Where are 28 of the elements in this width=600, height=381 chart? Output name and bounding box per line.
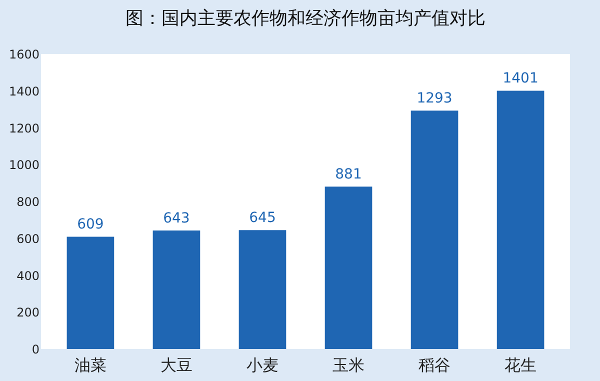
- y-tick-label: 600: [16, 232, 40, 246]
- bar: [496, 90, 544, 349]
- data-label: 1401: [502, 70, 538, 87]
- data-label: 1293: [416, 90, 452, 107]
- y-tick-label: 1400: [8, 84, 40, 98]
- x-tick-label: 小麦: [246, 356, 278, 374]
- chart-title: 图：国内主要农作物和经济作物亩均产值对比: [126, 8, 486, 29]
- y-tick-label: 1200: [8, 121, 40, 136]
- bar: [238, 230, 286, 349]
- x-tick-label: 玉米: [332, 356, 365, 374]
- x-tick-label: 花生: [504, 356, 537, 374]
- data-label: 643: [163, 210, 190, 226]
- y-tick-label: 800: [16, 195, 40, 209]
- bar: [324, 186, 372, 349]
- bar: [66, 236, 114, 349]
- x-tick-label: 稻谷: [418, 356, 451, 374]
- x-tick-label: 油菜: [74, 356, 106, 374]
- y-tick-label: 1600: [8, 48, 40, 62]
- y-tick-label: 200: [16, 306, 40, 320]
- data-label: 645: [249, 210, 276, 226]
- bar: [410, 110, 458, 349]
- y-tick-label: 400: [16, 268, 40, 283]
- x-tick-label: 大豆: [160, 356, 192, 374]
- y-tick-label: 0: [32, 342, 40, 356]
- data-label: 881: [335, 166, 362, 183]
- y-tick-label: 1000: [8, 158, 40, 172]
- bar: [152, 230, 200, 349]
- data-label: 609: [77, 216, 104, 233]
